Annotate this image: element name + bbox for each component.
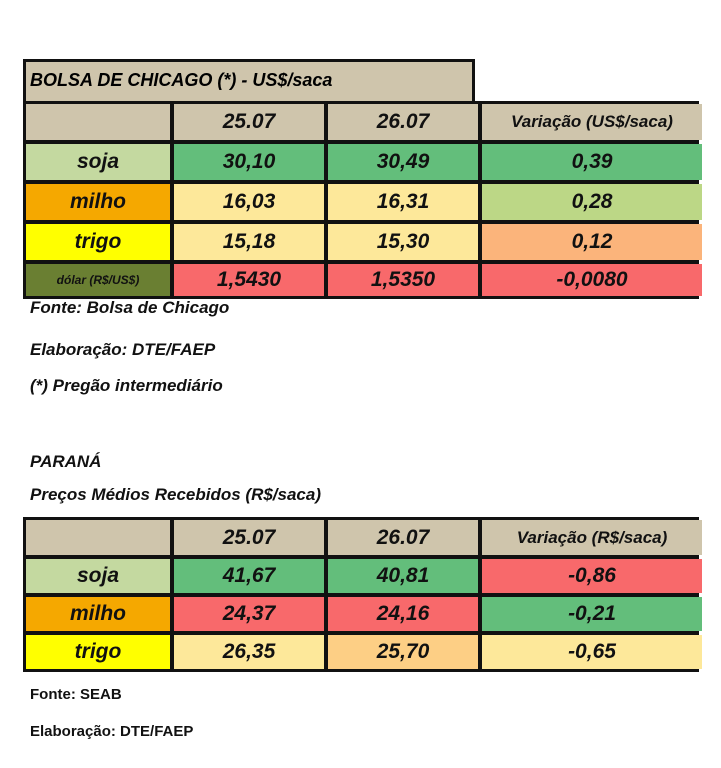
cell-variation: -0,65 (482, 635, 702, 669)
row-label-dolar: dólar (R$/US$) (26, 264, 170, 296)
header-date-2: 26.07 (328, 520, 478, 555)
cell-variation: -0,0080 (482, 264, 702, 296)
cell-variation: 0,39 (482, 144, 702, 180)
row-label-soja: soja (26, 559, 170, 593)
row-label-trigo: trigo (26, 635, 170, 669)
cell-value: 24,37 (174, 597, 324, 631)
parana-price-table: 25.07 26.07 Variação (R$/saca) soja 41,6… (23, 517, 702, 672)
cell-value: 30,49 (328, 144, 478, 180)
cell-value: 30,10 (174, 144, 324, 180)
row-label-milho: milho (26, 184, 170, 220)
cell-value: 40,81 (328, 559, 478, 593)
parana-source-note: Fonte: SEAB (30, 686, 122, 703)
chicago-elaboration-note: Elaboração: DTE/FAEP (30, 340, 216, 359)
cell-variation: -0,86 (482, 559, 702, 593)
parana-elaboration-note: Elaboração: DTE/FAEP (30, 723, 194, 740)
header-blank-cell (26, 520, 170, 555)
row-label-soja: soja (26, 144, 170, 180)
cell-value: 25,70 (328, 635, 478, 669)
cell-value: 1,5350 (328, 264, 478, 296)
cell-value: 41,67 (174, 559, 324, 593)
chicago-source-note: Fonte: Bolsa de Chicago (30, 298, 230, 317)
chicago-price-table: 25.07 26.07 Variação (US$/saca) soja 30,… (23, 101, 702, 299)
cell-variation: 0,12 (482, 224, 702, 260)
header-blank-cell (26, 104, 170, 140)
parana-title: PARANÁ (30, 452, 102, 471)
header-variation: Variação (R$/saca) (482, 520, 702, 555)
header-date-1: 25.07 (174, 104, 324, 140)
header-date-1: 25.07 (174, 520, 324, 555)
parana-subtitle: Preços Médios Recebidos (R$/saca) (30, 485, 322, 504)
cell-value: 16,03 (174, 184, 324, 220)
cell-value: 1,5430 (174, 264, 324, 296)
cell-value: 26,35 (174, 635, 324, 669)
header-variation: Variação (US$/saca) (482, 104, 702, 140)
cell-value: 24,16 (328, 597, 478, 631)
cell-variation: -0,21 (482, 597, 702, 631)
row-label-milho: milho (26, 597, 170, 631)
header-date-2: 26.07 (328, 104, 478, 140)
cell-variation: 0,28 (482, 184, 702, 220)
cell-value: 15,30 (328, 224, 478, 260)
chicago-session-note: (*) Pregão intermediário (30, 376, 223, 395)
cell-value: 15,18 (174, 224, 324, 260)
row-label-trigo: trigo (26, 224, 170, 260)
cell-value: 16,31 (328, 184, 478, 220)
chicago-table-title: BOLSA DE CHICAGO (*) - US$/saca (23, 59, 475, 101)
